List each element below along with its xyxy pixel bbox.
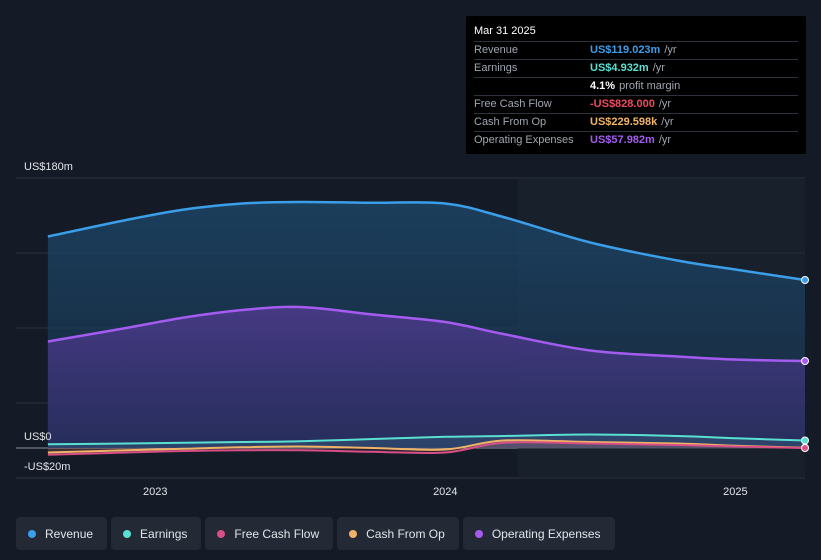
tooltip-date: Mar 31 2025 [474, 23, 798, 42]
tooltip-unit: /yr [658, 98, 672, 110]
legend-item-operating-expenses[interactable]: Operating Expenses [462, 517, 615, 550]
operating-expenses-line [47, 305, 806, 363]
tooltip-unit: /yr [658, 134, 672, 146]
tooltip-value: US$229.598k [590, 116, 658, 128]
tooltip-label: Revenue [474, 44, 519, 56]
tooltip-unit: /yr [661, 116, 674, 128]
free-cash-flow-end-point [801, 444, 809, 452]
legend-item-cash-from-op[interactable]: Cash From Op [337, 517, 459, 550]
legend-dot-icon [474, 529, 483, 538]
tooltip-row: Cash From Op US$229.598k/yr [474, 114, 798, 132]
legend-label: Revenue [45, 526, 94, 541]
tooltip-value: US$57.982m [590, 134, 655, 146]
tooltip-row: 4.1% profit margin [474, 78, 798, 96]
y-axis-labels: US$180m US$0 -US$20m [24, 161, 73, 473]
legend: Revenue Earnings Free Cash Flow Cash From O… [16, 517, 619, 550]
free-cash-flow-line [47, 441, 806, 456]
earnings-end-point [801, 436, 809, 445]
legend-dot-icon [28, 529, 36, 538]
legend-item-free-cash-flow[interactable]: Free Cash Flow [205, 517, 334, 550]
tooltip-row: Revenue US$119.023m/yr [474, 42, 798, 60]
tooltip-unit: /yr [652, 62, 665, 74]
tooltip-label [474, 78, 590, 95]
operating-expenses-area [47, 306, 805, 448]
legend-item-revenue[interactable]: Revenue [16, 517, 108, 550]
lines [47, 200, 809, 456]
tooltip-row: Operating Expenses US$57.982m/yr [474, 132, 798, 149]
tooltip: Mar 31 2025 Revenue US$119.023m/yr Earning… [466, 16, 806, 154]
legend-label: Operating Expenses [491, 526, 601, 541]
tooltip-value: 4.1% [590, 80, 616, 92]
legend-dot-icon [217, 529, 226, 538]
legend-label: Cash From Op [366, 526, 445, 541]
tooltip-value: -US$828.000 [590, 98, 655, 110]
y-tick-label: US$0 [24, 431, 52, 443]
tooltip-row: Free Cash Flow -US$828.000/yr [474, 96, 798, 114]
x-tick-label: 2024 [433, 486, 457, 498]
legend-item-earnings[interactable]: Earnings [111, 517, 202, 550]
revenue-line [47, 200, 806, 282]
tooltip-label: Earnings [474, 62, 518, 74]
legend-dot-icon [349, 529, 358, 538]
x-tick-label: 2025 [723, 486, 747, 498]
legend-label: Earnings [140, 526, 188, 541]
tooltip-value: US$4.932m [590, 62, 649, 74]
operating-expenses-end-point [801, 357, 809, 365]
tooltip-label: Operating Expenses [474, 134, 574, 146]
cash-from-op-line [47, 439, 806, 454]
x-tick-label: 2023 [143, 486, 167, 498]
tooltip-label: Free Cash Flow [474, 98, 552, 110]
free-cash-flow-area [47, 442, 805, 455]
x-axis-labels: 2023 2024 2025 [143, 486, 748, 498]
tooltip-value: US$119.023m [590, 44, 661, 56]
tooltip-label: Cash From Op [474, 116, 547, 128]
revenue-end-point [801, 276, 809, 284]
y-tick-label: -US$20m [24, 461, 70, 473]
tooltip-row: Earnings US$4.932m/yr [474, 60, 798, 78]
y-tick-label: US$180m [24, 161, 73, 173]
tooltip-unit: profit margin [619, 80, 681, 92]
earnings-line [47, 433, 806, 446]
legend-label: Free Cash Flow [234, 526, 320, 541]
legend-dot-icon [123, 529, 132, 538]
tooltip-unit: /yr [664, 44, 677, 56]
